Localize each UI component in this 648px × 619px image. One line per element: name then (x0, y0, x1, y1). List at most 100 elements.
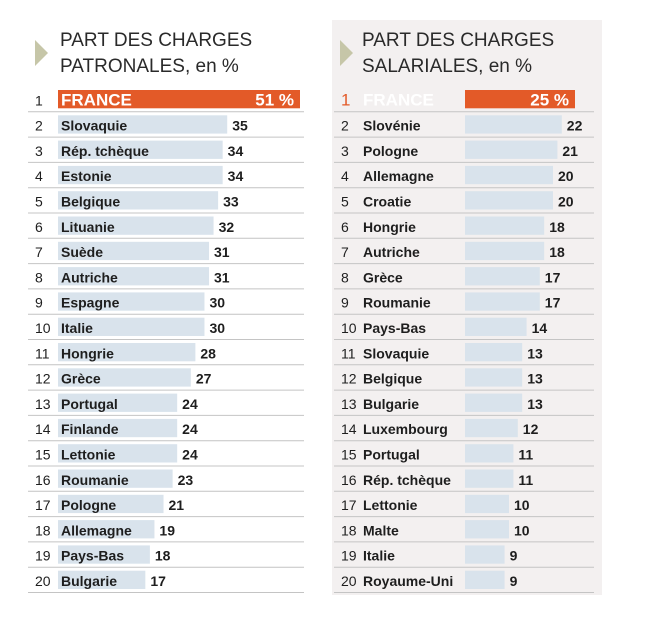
bar (465, 393, 523, 412)
value-label: 24 (182, 447, 198, 463)
bar-row: 1 FRANCE 25 % (334, 90, 594, 113)
bar (465, 545, 505, 564)
bar (58, 444, 178, 463)
chart-title-line-2: PATRONALES, en % (60, 56, 239, 77)
bar (58, 545, 150, 564)
rank-label: 4 (341, 168, 349, 184)
bar (58, 520, 155, 539)
bar (58, 343, 196, 362)
bar (58, 191, 219, 210)
rank-label: 16 (341, 472, 357, 488)
bar (58, 140, 223, 159)
bar-row: 18 Malte 10 (334, 520, 594, 543)
bar (465, 494, 509, 514)
category-label: Rép. tchèque (363, 472, 451, 488)
category-label: Estonie (61, 168, 112, 184)
bar-row: 4 Allemagne 20 (334, 165, 594, 189)
bar (465, 368, 523, 387)
rank-label: 8 (35, 269, 43, 285)
category-label: Rép. tchèque (61, 143, 149, 159)
bar (465, 90, 575, 109)
rank-label: 9 (35, 295, 43, 311)
bar-row: 20 Bulgarie 17 (28, 570, 304, 593)
bar-row: 6 Lituanie 32 (28, 216, 304, 239)
bar (465, 418, 518, 438)
category-label: Pologne (61, 497, 116, 513)
bar-row: 8 Grèce 17 (334, 267, 594, 290)
category-label: Espagne (61, 295, 120, 311)
rank-label: 13 (35, 396, 51, 412)
category-label: Hongrie (363, 219, 416, 235)
category-label: Suède (61, 244, 103, 260)
value-label: 9 (510, 548, 518, 564)
panel-header: PART DES CHARGES PATRONALES, en % (28, 20, 318, 87)
value-label: 34 (228, 168, 244, 184)
category-label: FRANCE (61, 90, 132, 109)
chart-title: PART DES CHARGES PATRONALES, en % (60, 28, 252, 80)
category-label: Belgique (61, 194, 120, 210)
value-label: 25 % (530, 90, 569, 109)
bar-row: 3 Rép. tchèque 34 (28, 140, 304, 163)
bar-row: 17 Lettonie 10 (334, 494, 594, 518)
rank-label: 12 (341, 371, 357, 387)
bar (465, 570, 505, 589)
category-label: Slovénie (363, 118, 421, 134)
bar-row: 9 Espagne 30 (28, 292, 304, 315)
bar-row: 15 Portugal 11 (334, 444, 594, 467)
value-label: 31 (214, 244, 230, 260)
category-label: Autriche (61, 269, 118, 285)
category-label: Pays-Bas (363, 320, 426, 336)
value-label: 20 (558, 194, 574, 210)
rank-label: 14 (341, 421, 357, 437)
bar (58, 292, 205, 311)
triangle-marker-icon (35, 40, 48, 66)
bar-row: 1 FRANCE 51 % (28, 90, 304, 113)
bar (465, 241, 545, 261)
value-label: 24 (182, 421, 198, 437)
bar (58, 267, 210, 286)
employer-charges-bar-chart: 1 FRANCE 51 % 2 Slovaquie 35 3 Rép. tchèque 34 4 E… (28, 90, 304, 593)
rank-label: 10 (35, 320, 51, 336)
value-label: 18 (549, 219, 565, 235)
rank-label: 19 (35, 548, 51, 564)
bar (465, 140, 558, 159)
value-label: 34 (228, 143, 244, 159)
bar-row: 14 Luxembourg 12 (334, 418, 594, 442)
rank-label: 12 (35, 371, 51, 387)
bar-row: 15 Lettonie 24 (28, 444, 304, 467)
bar (465, 317, 527, 336)
bar-row: 10 Italie 30 (28, 317, 304, 340)
rank-label: 15 (341, 447, 357, 463)
value-label: 31 (214, 269, 230, 285)
bar-row: 7 Suède 31 (28, 241, 304, 265)
category-label: Portugal (61, 396, 118, 412)
bar (465, 444, 514, 463)
value-label: 13 (527, 371, 543, 387)
chart-title-line-1: PART DES CHARGES (362, 30, 555, 51)
category-label: Croatie (363, 194, 411, 210)
chart-title-line-2: SALARIALES, en % (362, 56, 533, 77)
bar (465, 191, 553, 210)
bar (465, 520, 509, 539)
employee-charges-panel: PART DES CHARGES SALARIALES, en % 1 FRANC… (332, 20, 602, 595)
value-label: 11 (518, 447, 533, 463)
rank-label: 6 (35, 219, 43, 235)
category-label: Hongrie (61, 345, 114, 361)
value-label: 10 (514, 522, 530, 538)
value-label: 30 (209, 295, 225, 311)
bar (58, 494, 164, 514)
value-label: 32 (219, 219, 235, 235)
rank-label: 18 (35, 522, 51, 538)
bar-row: 3 Pologne 21 (334, 140, 594, 163)
value-label: 22 (567, 118, 583, 134)
category-label: Slovaquie (363, 345, 429, 361)
category-label: Lituanie (61, 219, 115, 235)
bar (58, 165, 223, 185)
rank-label: 19 (341, 548, 357, 564)
category-label: Lettonie (61, 447, 116, 463)
value-label: 17 (545, 295, 561, 311)
value-label: 17 (150, 573, 166, 589)
bar-row: 2 Slovénie 22 (334, 115, 594, 138)
bar-row: 11 Slovaquie 13 (334, 343, 594, 366)
bar-row: 5 Belgique 33 (28, 191, 304, 214)
